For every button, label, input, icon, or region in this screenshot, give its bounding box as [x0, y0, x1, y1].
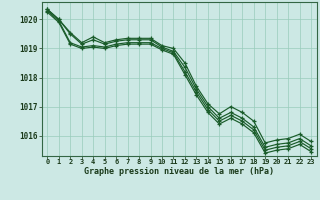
- X-axis label: Graphe pression niveau de la mer (hPa): Graphe pression niveau de la mer (hPa): [84, 167, 274, 176]
